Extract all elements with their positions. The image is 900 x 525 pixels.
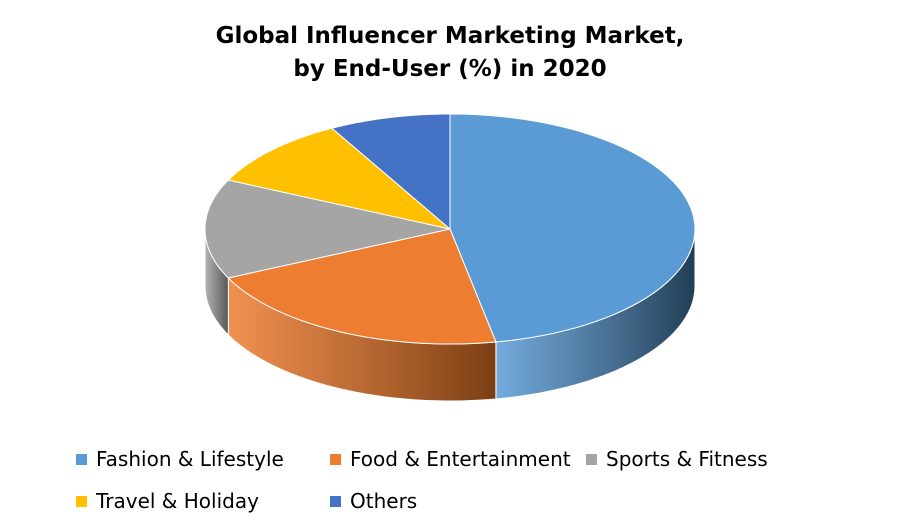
legend-item-fashion-lifestyle: Fashion & Lifestyle <box>76 447 330 471</box>
legend-swatch <box>330 495 341 507</box>
legend-swatch <box>586 453 597 465</box>
legend-label: Travel & Holiday <box>96 489 259 513</box>
chart-title-line-2: by End-User (%) in 2020 <box>293 56 607 82</box>
pie-slice-others <box>331 113 451 230</box>
legend: Fashion & Lifestyle Food & Entertainment… <box>76 438 876 522</box>
legend-label: Sports & Fitness <box>606 447 768 471</box>
legend-label: Food & Entertainment <box>350 447 571 471</box>
legend-swatch <box>330 453 341 465</box>
legend-swatch <box>76 495 87 507</box>
pie-slice-travel-holiday <box>227 127 451 230</box>
legend-label: Fashion & Lifestyle <box>96 447 284 471</box>
legend-item-sports-fitness: Sports & Fitness <box>586 447 786 471</box>
pie-slice-food-entertainment <box>227 228 497 345</box>
pie-slice-sports-fitness <box>204 179 451 279</box>
legend-row-1: Fashion & Lifestyle Food & Entertainment… <box>76 438 876 480</box>
chart-title-line-1: Global Influencer Marketing Market, <box>215 23 685 49</box>
legend-swatch <box>76 453 87 465</box>
legend-item-travel-holiday: Travel & Holiday <box>76 489 330 513</box>
legend-item-others: Others <box>330 489 586 513</box>
chart-title: Global Influencer Marketing Market, by E… <box>0 20 900 86</box>
legend-row-2: Travel & Holiday Others <box>76 480 876 522</box>
legend-label: Others <box>350 489 418 513</box>
legend-item-food-entertainment: Food & Entertainment <box>330 447 586 471</box>
pie-slice-fashion-lifestyle <box>449 113 696 343</box>
